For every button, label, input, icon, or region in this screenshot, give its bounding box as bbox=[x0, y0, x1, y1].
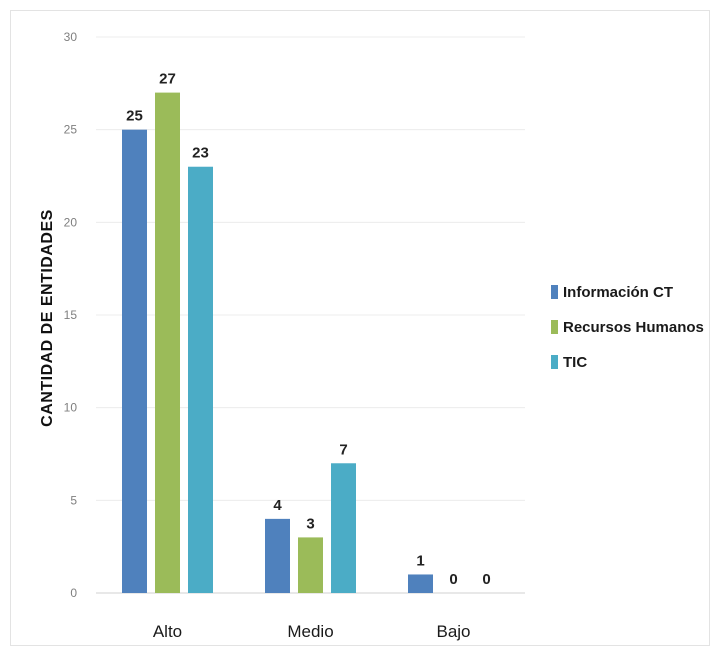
y-axis-ticks: 0 5 10 15 20 25 30 bbox=[64, 30, 78, 600]
y-tick-label: 20 bbox=[64, 215, 78, 229]
legend-swatch bbox=[551, 320, 558, 334]
bar-alto-2 bbox=[155, 92, 180, 593]
y-tick-label: 30 bbox=[64, 30, 78, 44]
data-labels: 25 27 23 4 3 7 1 0 0 bbox=[126, 71, 491, 588]
legend-label: Información CT bbox=[563, 283, 674, 301]
x-category-label: Bajo bbox=[436, 622, 470, 641]
data-label: 1 bbox=[416, 552, 424, 569]
data-label: 4 bbox=[273, 497, 282, 514]
bar-medio-2 bbox=[298, 537, 323, 593]
legend-swatch bbox=[551, 285, 558, 299]
y-axis-label: CANTIDAD DE ENTIDADES bbox=[39, 209, 56, 427]
x-category-label: Alto bbox=[153, 622, 182, 641]
legend-label: TIC bbox=[563, 353, 588, 371]
bar-alto-1 bbox=[122, 129, 147, 593]
data-label: 7 bbox=[339, 441, 347, 458]
x-category-label: Medio bbox=[287, 622, 333, 641]
data-label: 27 bbox=[159, 71, 176, 88]
y-tick-label: 15 bbox=[64, 308, 78, 322]
legend-item: TIC bbox=[551, 353, 704, 371]
bar-alto-3 bbox=[188, 166, 213, 593]
data-label: 23 bbox=[192, 145, 209, 162]
legend-label: Recursos Humanos bbox=[563, 318, 704, 336]
chart-frame bbox=[10, 10, 710, 646]
bar-medio-3 bbox=[331, 463, 356, 593]
bars bbox=[122, 92, 433, 593]
data-label: 25 bbox=[126, 108, 143, 125]
bar-medio-1 bbox=[265, 518, 290, 593]
legend-item: Recursos Humanos bbox=[551, 318, 704, 336]
data-label: 0 bbox=[449, 571, 457, 588]
bar-bajo-1 bbox=[408, 574, 433, 593]
y-tick-label: 10 bbox=[64, 401, 78, 415]
data-label: 3 bbox=[306, 515, 314, 532]
y-tick-label: 5 bbox=[70, 493, 77, 507]
y-tick-label: 25 bbox=[64, 123, 78, 137]
legend-swatch bbox=[551, 355, 558, 369]
data-label: 0 bbox=[482, 571, 490, 588]
y-tick-label: 0 bbox=[70, 586, 77, 600]
x-axis-categories: Alto Medio Bajo bbox=[153, 622, 471, 641]
legend: Información CT Recursos Humanos TIC bbox=[551, 283, 704, 388]
legend-item: Información CT bbox=[551, 283, 704, 301]
